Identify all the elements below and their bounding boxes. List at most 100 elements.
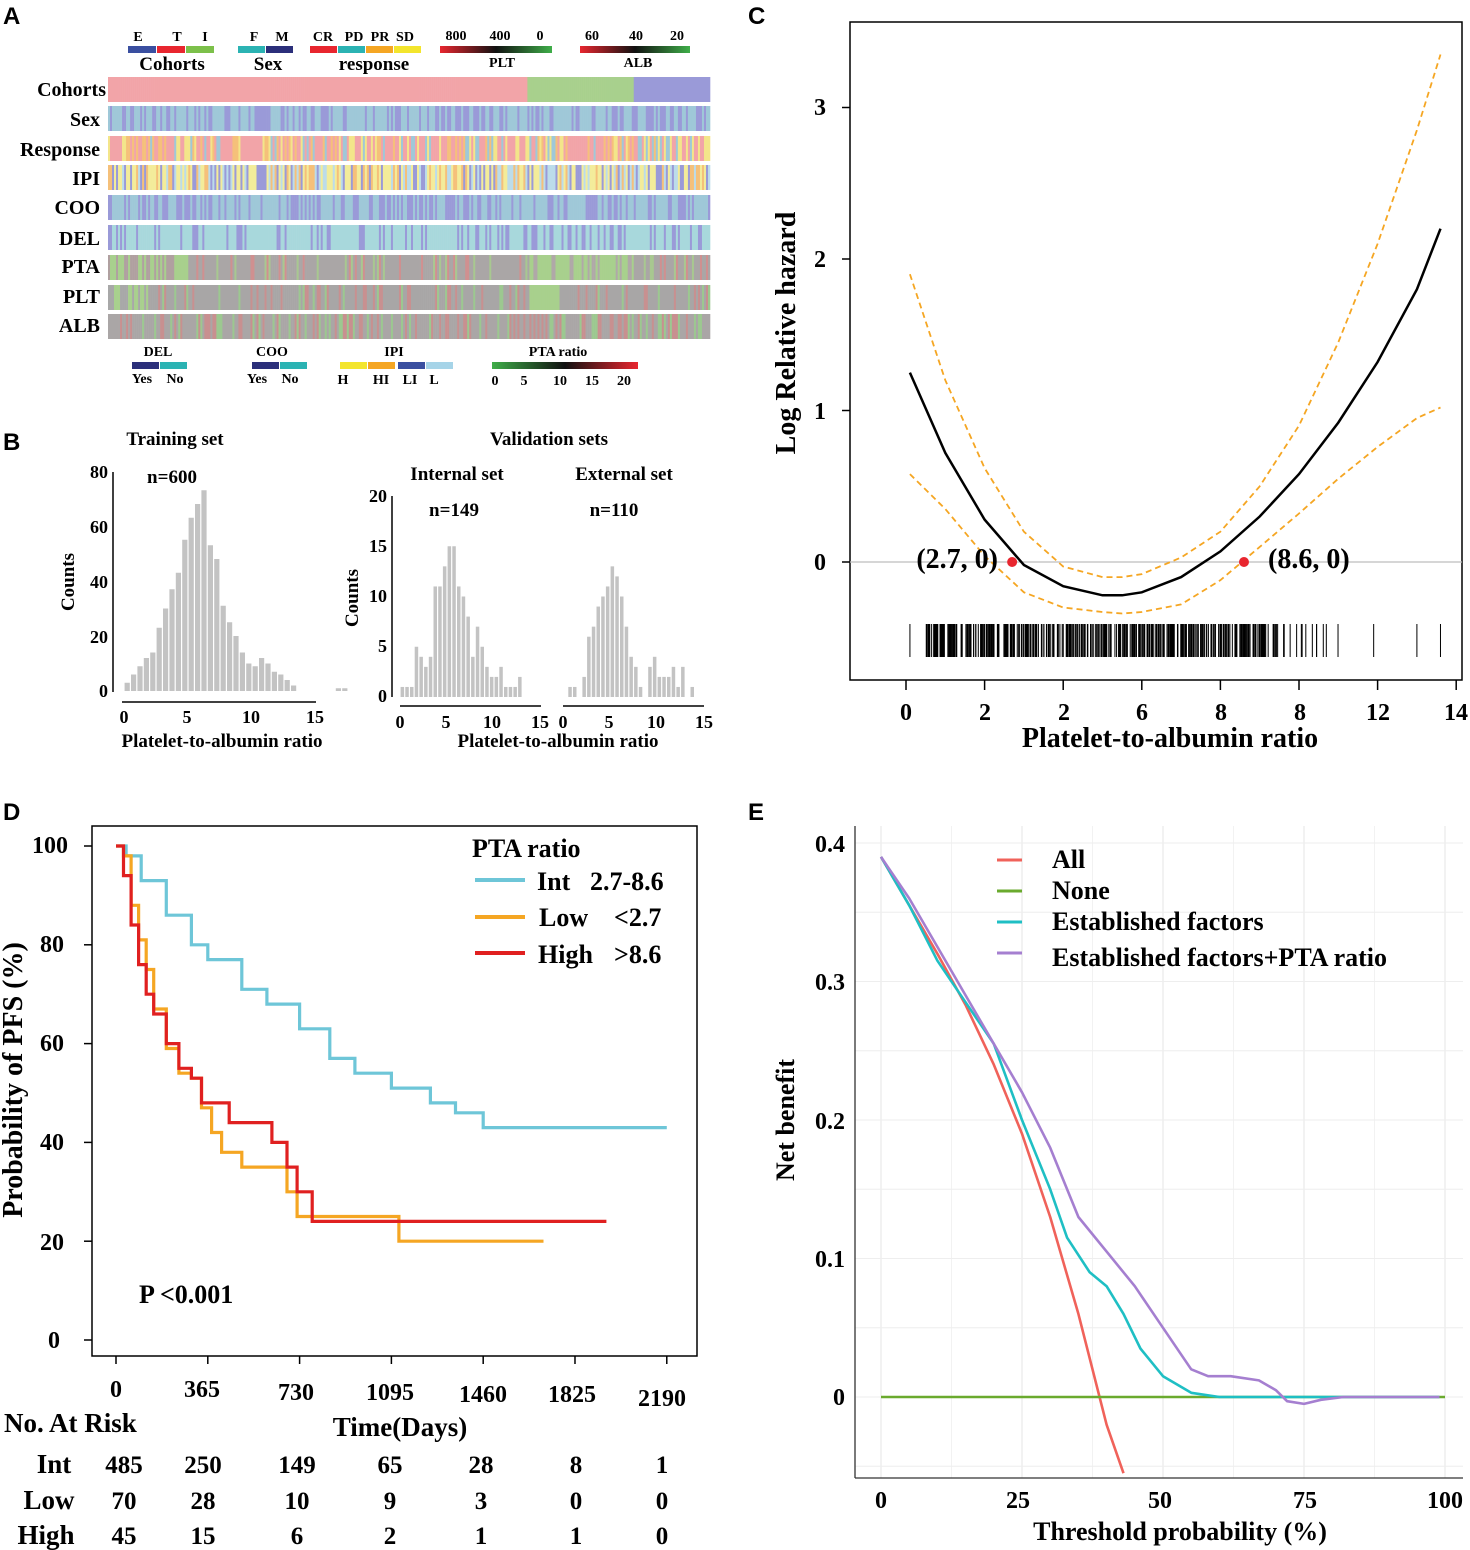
external-xtick-0: 0 [559,712,568,732]
heatmap-cell [651,255,655,280]
heatmap-cell [573,106,576,131]
heatmap-cell [202,136,205,161]
heatmap-cell [300,106,303,131]
heatmap-cell [495,195,498,220]
heatmap-cell [132,77,135,102]
heatmap-cell [230,225,233,250]
heatmap-cell [473,106,476,131]
heatmap-cell [639,106,643,131]
heatmap-cell [417,106,420,131]
legend-cohorts-item-i: I [202,30,207,45]
heatmap-cell [559,77,562,102]
heatmap-row-coo [108,195,711,220]
heatmap-cell [481,255,484,280]
heatmap-cell [471,225,474,250]
heatmap-cell [621,195,625,220]
histogram-bar [438,586,442,697]
heatmap-cell [517,77,520,102]
heatmap-cell [597,314,600,339]
heatmap-cell [579,314,582,339]
histogram-bar [457,586,461,697]
heatmap-cell [549,255,552,280]
heatmap-cell [461,77,464,102]
heatmap-cell [457,136,460,161]
heatmap-cell [611,195,614,220]
heatmap-cell [334,285,338,310]
heatmap-cell [162,255,165,280]
heatmap-cell [625,165,629,190]
heatmap-cell [581,285,584,310]
heatmap-cell [621,106,625,131]
heatmap-cell [577,195,580,220]
heatmap-cell [268,106,271,131]
internal-xticks: 0 5 10 15 [396,712,550,732]
heatmap-cell [549,77,552,102]
heatmap-cell [707,225,711,250]
heatmap-cell [479,136,482,161]
legend-cohorts-item-t: T [172,30,182,45]
heatmap-cell [214,165,217,190]
heatmap-cell [250,314,253,339]
d-ytick-80: 80 [40,932,64,958]
heatmap-cell [683,255,687,280]
heatmap-cell [354,136,358,161]
heatmap-cell [260,165,263,190]
heatmap-cell [380,314,384,339]
heatmap-cell [565,77,568,102]
heatmap-cell [617,225,620,250]
risk-count: 3 [475,1488,488,1515]
heatmap-cell [657,314,661,339]
heatmap-cell [406,314,410,339]
heatmap-cell [465,77,468,102]
c-line-lower [909,406,1441,615]
heatmap-cell [348,314,352,339]
heatmap-cell [695,136,699,161]
heatmap-cell [625,106,629,131]
heatmap-cell [431,165,434,190]
histogram-bar [452,546,456,697]
legend-pta-tick-10: 10 [553,374,567,389]
heatmap-cell [609,314,612,339]
heatmap-cell [146,225,149,250]
heatmap-cell [455,106,458,131]
heatmap-cell [645,314,649,339]
heatmap-cell [547,314,550,339]
heatmap-cell [515,255,518,280]
heatmap-cell [435,314,438,339]
heatmap-cell [457,77,460,102]
heatmap-cell [429,285,432,310]
heatmap-cell [591,314,594,339]
heatmap-cell [372,285,376,310]
heatmap-cell [272,195,275,220]
d-ytick-0: 0 [48,1328,60,1354]
heatmap-cell [541,136,544,161]
heatmap-cell [190,136,193,161]
heatmap-cell [336,255,340,280]
heatmap-cell [513,77,516,102]
heatmap-cell [661,77,665,102]
heatmap-cell [589,285,592,310]
heatmap-cell [575,77,578,102]
heatmap-cell [411,225,414,250]
heatmap-cell [647,106,651,131]
heatmap-cell [280,314,283,339]
heatmap-cell [699,165,703,190]
heatmap-cell [447,285,450,310]
histogram-bar [201,490,207,691]
heatmap-cell [332,106,336,131]
heatmap-cell [288,195,291,220]
panel-a-heatmap: E T I Cohorts F M Sex CR PD PR SD respon… [20,29,711,389]
heatmap-cell [226,77,229,102]
heatmap-cell [248,165,251,190]
heatmap-cell [154,285,157,310]
heatmap-cell [687,195,691,220]
heatmap-cell [489,225,492,250]
heatmap-cell [242,314,245,339]
heatmap-cell [693,106,697,131]
heatmap-cell [633,77,637,102]
heatmap-cell [364,195,368,220]
heatmap-cell [511,195,514,220]
heatmap-cell [388,225,392,250]
heatmap-cell [168,285,171,310]
heatmap-cell [254,106,257,131]
